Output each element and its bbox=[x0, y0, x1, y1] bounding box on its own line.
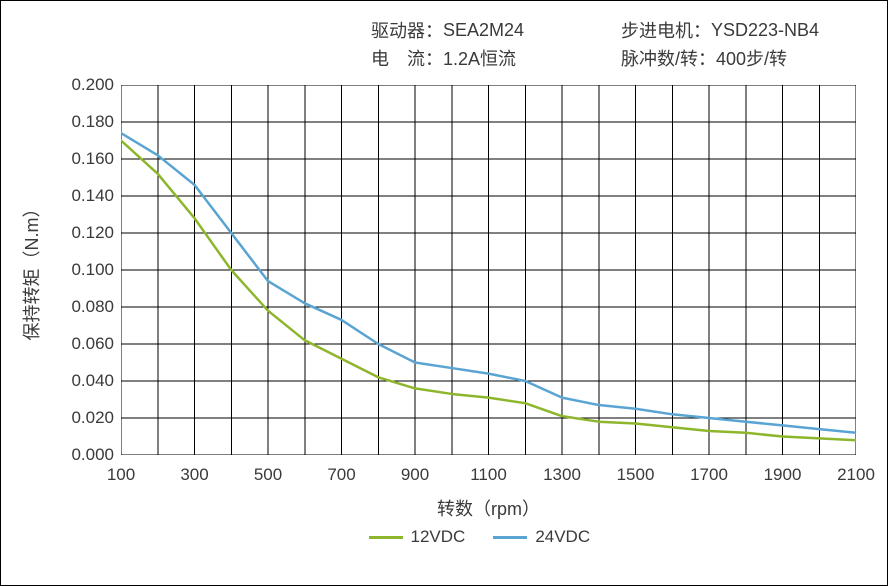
info-pulses-value: 400步/转 bbox=[716, 45, 787, 71]
x-tick-label: 900 bbox=[401, 465, 429, 485]
chart-plot-area bbox=[121, 85, 856, 455]
y-tick-label: 0.180 bbox=[59, 112, 114, 132]
y-tick-label: 0.000 bbox=[59, 445, 114, 465]
x-axis-title: 转数（rpm） bbox=[437, 495, 540, 521]
y-tick-label: 0.020 bbox=[59, 408, 114, 428]
info-driver-value: SEA2M24 bbox=[443, 20, 524, 41]
y-tick-label: 0.100 bbox=[59, 260, 114, 280]
x-tick-label: 1700 bbox=[690, 465, 728, 485]
legend-item-12VDC: 12VDC bbox=[369, 527, 466, 547]
info-driver: 驱动器： SEA2M24 bbox=[371, 17, 524, 43]
info-pulses-label: 脉冲数/转： bbox=[621, 45, 716, 71]
info-pulses: 脉冲数/转： 400步/转 bbox=[621, 45, 787, 71]
y-tick-label: 0.200 bbox=[59, 75, 114, 95]
legend-label: 12VDC bbox=[411, 527, 466, 547]
info-motor: 步进电机： YSD223-NB4 bbox=[621, 17, 819, 43]
x-tick-label: 500 bbox=[254, 465, 282, 485]
y-tick-label: 0.060 bbox=[59, 334, 114, 354]
x-tick-label: 1500 bbox=[617, 465, 655, 485]
y-tick-label: 0.160 bbox=[59, 149, 114, 169]
legend-label: 24VDC bbox=[535, 527, 590, 547]
chart-legend: 12VDC 24VDC bbox=[369, 527, 591, 547]
x-tick-label: 100 bbox=[107, 465, 135, 485]
legend-item-24VDC: 24VDC bbox=[493, 527, 590, 547]
y-tick-label: 0.080 bbox=[59, 297, 114, 317]
info-motor-value: YSD223-NB4 bbox=[711, 20, 819, 41]
x-tick-label: 1100 bbox=[470, 465, 507, 485]
chart-frame: 驱动器： SEA2M24 步进电机： YSD223-NB4 电 流： 1.2A恒… bbox=[0, 0, 888, 586]
info-driver-label: 驱动器： bbox=[371, 17, 443, 43]
legend-swatch bbox=[493, 536, 527, 539]
info-motor-label: 步进电机： bbox=[621, 17, 711, 43]
x-tick-label: 300 bbox=[180, 465, 208, 485]
info-current-label: 电 流： bbox=[371, 45, 443, 71]
x-tick-label: 2100 bbox=[837, 465, 875, 485]
x-tick-label: 700 bbox=[327, 465, 355, 485]
legend-swatch bbox=[369, 536, 403, 539]
info-current-value: 1.2A恒流 bbox=[443, 45, 516, 71]
y-tick-label: 0.140 bbox=[59, 186, 114, 206]
x-tick-label: 1900 bbox=[764, 465, 802, 485]
x-tick-label: 1300 bbox=[543, 465, 581, 485]
y-tick-label: 0.120 bbox=[59, 223, 114, 243]
y-tick-label: 0.040 bbox=[59, 371, 114, 391]
y-axis-title: 保持转矩（N.m） bbox=[18, 200, 44, 341]
info-current: 电 流： 1.2A恒流 bbox=[371, 45, 516, 71]
